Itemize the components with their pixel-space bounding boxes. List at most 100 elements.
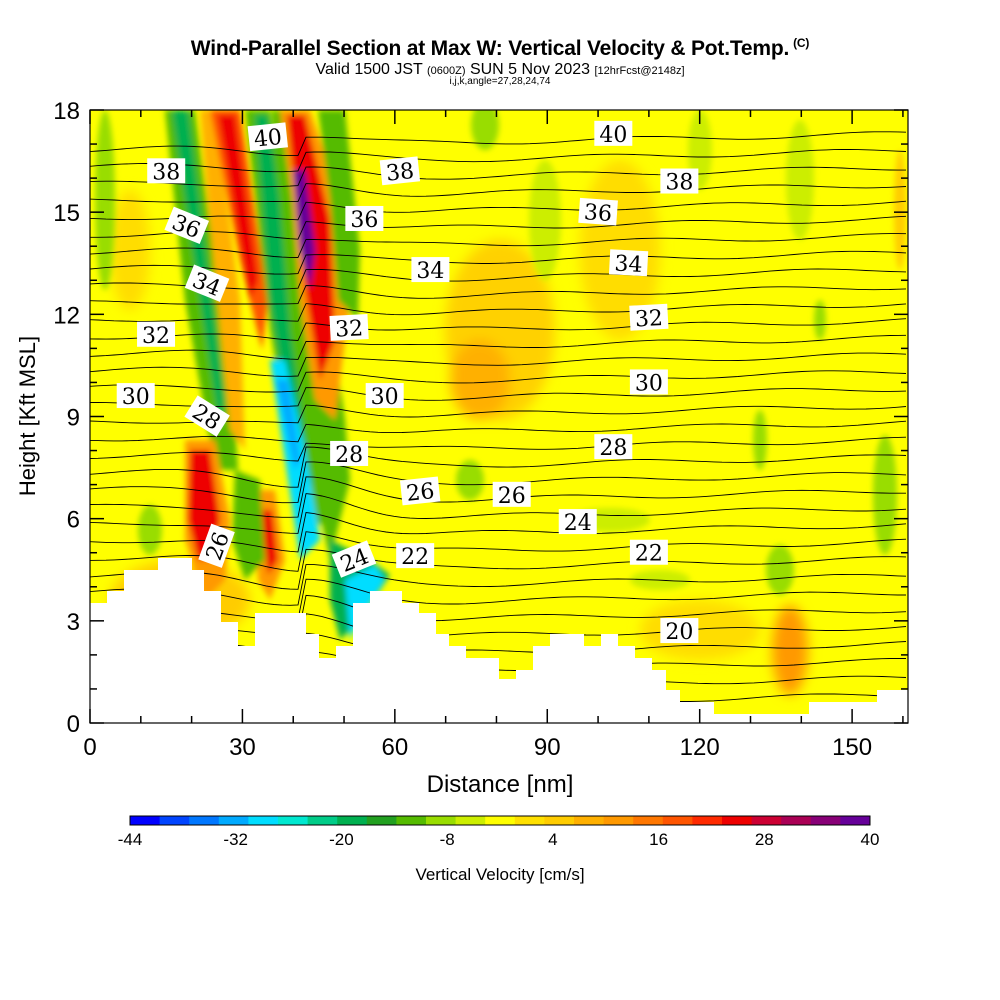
updraft-region: [772, 605, 808, 695]
colorbar-swatch: [603, 816, 634, 825]
x-tick-labels: 0 30 60 90 120 150: [83, 734, 872, 761]
x-axis-label: Distance [nm]: [427, 771, 574, 798]
colorbar-tick-label: -32: [223, 830, 248, 849]
colorbar-swatch: [218, 816, 249, 825]
theta-label-box: [629, 539, 668, 565]
theta-label: 38: [660, 168, 699, 196]
theta-label: 38: [147, 158, 186, 185]
colorbar-swatch: [574, 816, 605, 825]
theta-label-box: [365, 383, 404, 409]
theta-label-box: [137, 321, 176, 347]
colorbar-swatch: [159, 816, 190, 825]
theta-label-box: [578, 197, 618, 226]
theta-label-box: [330, 440, 369, 466]
colorbar-swatch: [840, 816, 871, 825]
theta-label-text: 30: [371, 385, 399, 410]
theta-label-text: 40: [253, 125, 283, 153]
theta-label-box: [331, 540, 377, 578]
theta-label: 20: [660, 618, 699, 645]
theta-label-box: [396, 543, 435, 569]
theta-label-box: [660, 168, 699, 194]
theta-label: 32: [137, 321, 176, 349]
theta-label-box: [594, 120, 633, 146]
colorbar-swatch: [485, 816, 516, 825]
theta-label-text: 26: [405, 479, 435, 507]
theta-contour-line: [90, 166, 906, 188]
y-tick-label: 15: [53, 200, 80, 227]
copyright-mark: (C): [793, 36, 810, 50]
theta-label-box: [329, 313, 369, 341]
downdraft-streak: [456, 460, 484, 500]
theta-label: 32: [329, 313, 369, 343]
theta-contour-line: [90, 446, 907, 488]
downdraft-streak: [766, 545, 794, 595]
theta-label-box: [399, 476, 441, 506]
downdraft-core: [276, 380, 300, 470]
theta-label-box: [164, 206, 210, 245]
theta-label-text: 22: [635, 542, 663, 567]
theta-label-text: 26: [498, 484, 526, 509]
theta-label-text: 34: [416, 259, 444, 284]
updraft-core-low: [260, 510, 278, 575]
valid-zulu: (0600Z): [426, 65, 466, 77]
theta-label-text: 32: [335, 316, 364, 342]
colorbar-swatch: [248, 816, 279, 825]
theta-contour-line: [90, 564, 907, 606]
theta-label-text: 28: [599, 436, 627, 461]
theta-label-text: 24: [564, 511, 592, 536]
downdraft-streak: [529, 160, 561, 280]
theta-contour-line: [90, 149, 907, 173]
colorbar-swatch: [455, 816, 486, 825]
theta-contour-line: [90, 387, 907, 408]
forecast-tag: [12hrFcst@2148z]: [594, 65, 685, 77]
theta-label-text: 30: [635, 371, 663, 396]
updraft-region: [640, 600, 760, 660]
valid-date: SUN 5 Nov 2023: [469, 61, 591, 78]
y-tick-label: 6: [67, 507, 80, 534]
theta-label-text: 22: [401, 545, 429, 570]
valid-prefix: Valid 1500 JST: [315, 61, 423, 78]
grid-indices: i,j,k,angle=27,28,24,74: [449, 76, 551, 87]
y-tick-label: 12: [53, 302, 80, 329]
theta-contour-line: [90, 436, 907, 462]
chart-title-text: Wind-Parallel Section at Max W: Vertical…: [190, 37, 790, 60]
downdraft-band: [318, 110, 360, 320]
theta-label-text: 32: [142, 324, 170, 349]
theta-label: 30: [116, 383, 155, 410]
theta-contour-line: [90, 531, 907, 572]
x-tick-label: 90: [534, 734, 561, 761]
colorbar-swatch: [662, 816, 693, 825]
x-tick-label: 30: [229, 734, 256, 761]
downdraft-streak: [753, 410, 767, 470]
theta-contour-line: [90, 334, 907, 360]
theta-label-box: [411, 257, 450, 283]
theta-contour-line: [90, 303, 907, 322]
y-axis-label: Height [Kft MSL]: [15, 336, 40, 496]
theta-label: 34: [411, 257, 450, 284]
theta-contour-line: [90, 285, 907, 305]
theta-contour-line: [90, 268, 907, 290]
theta-label: 26: [399, 476, 441, 507]
theta-contours: [90, 131, 907, 723]
colorbar-swatch: [781, 816, 812, 825]
theta-label-text: 30: [122, 385, 150, 410]
theta-label-text: 38: [665, 171, 693, 196]
theta-label: 40: [594, 120, 633, 148]
chart-title: Wind-Parallel Section at Max W: Vertical…: [0, 36, 1000, 61]
colorbar-swatch: [366, 816, 397, 825]
colorbar-tick-label: 16: [649, 830, 668, 849]
downdraft-streak: [894, 150, 906, 270]
y-tick-labels: 0 3 6 9 12 15 18: [53, 98, 80, 738]
x-tick-label: 60: [381, 734, 408, 761]
theta-contour-line: [90, 215, 907, 240]
theta-contour-line: [90, 493, 907, 534]
y-tick-label: 18: [53, 98, 80, 125]
terrain: [90, 558, 908, 723]
theta-contour-line: [90, 131, 907, 157]
y-tick-label: 3: [67, 609, 80, 636]
theta-contour-line: [90, 250, 907, 275]
colorbar-swatch: [633, 816, 664, 825]
theta-label-box: [629, 303, 669, 331]
colorbar-tick-label: 28: [755, 830, 774, 849]
